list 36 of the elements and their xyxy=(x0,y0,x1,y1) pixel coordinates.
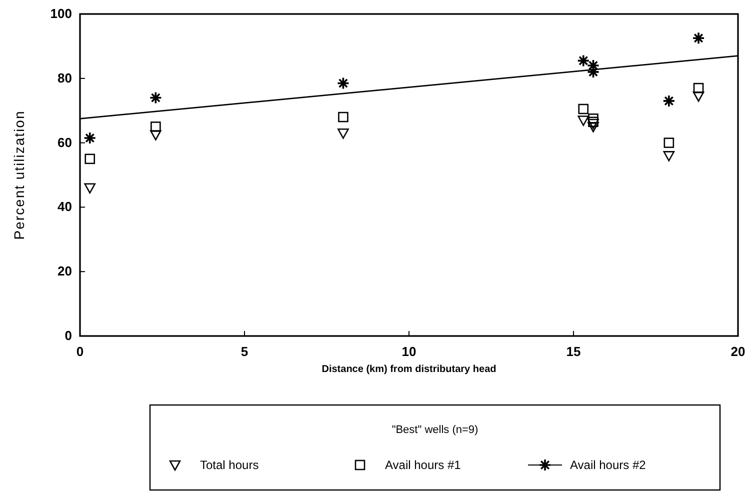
point xyxy=(662,94,676,108)
point xyxy=(693,82,704,94)
y-tick-label: 0 xyxy=(64,328,72,343)
legend-label: Avail hours #1 xyxy=(385,458,462,472)
x-tick-label: 15 xyxy=(566,344,581,359)
point xyxy=(338,128,349,139)
point xyxy=(150,130,162,140)
legend-label: Total hours xyxy=(200,458,259,472)
y-tick-label: 100 xyxy=(50,6,72,21)
point xyxy=(83,132,96,144)
point xyxy=(336,76,350,90)
y-tick-label: 20 xyxy=(58,264,72,279)
point xyxy=(664,138,674,148)
point xyxy=(692,91,704,102)
point xyxy=(576,54,590,68)
y-tick-label: 60 xyxy=(58,134,72,150)
x-tick-label: 10 xyxy=(402,344,416,359)
point xyxy=(663,151,675,162)
y-tick-label: 40 xyxy=(58,199,72,214)
x-tick-label: 5 xyxy=(240,344,248,359)
point xyxy=(338,112,348,122)
y-tick-label: 80 xyxy=(58,70,72,86)
point xyxy=(149,91,162,104)
y-axis-title: Percent utilization xyxy=(11,110,27,240)
legend-title: "Best" wells (n=9) xyxy=(392,424,478,436)
point xyxy=(578,116,590,126)
point xyxy=(578,104,589,114)
point xyxy=(692,32,705,45)
x-tick-label: 0 xyxy=(76,344,84,359)
point xyxy=(150,122,161,132)
point xyxy=(588,122,599,132)
point xyxy=(84,183,96,194)
x-tick-label: 20 xyxy=(730,344,746,359)
x-axis-title: Distance (km) from distributary head xyxy=(322,364,496,375)
point xyxy=(84,154,96,164)
legend-label: Avail hours #2 xyxy=(570,458,646,472)
